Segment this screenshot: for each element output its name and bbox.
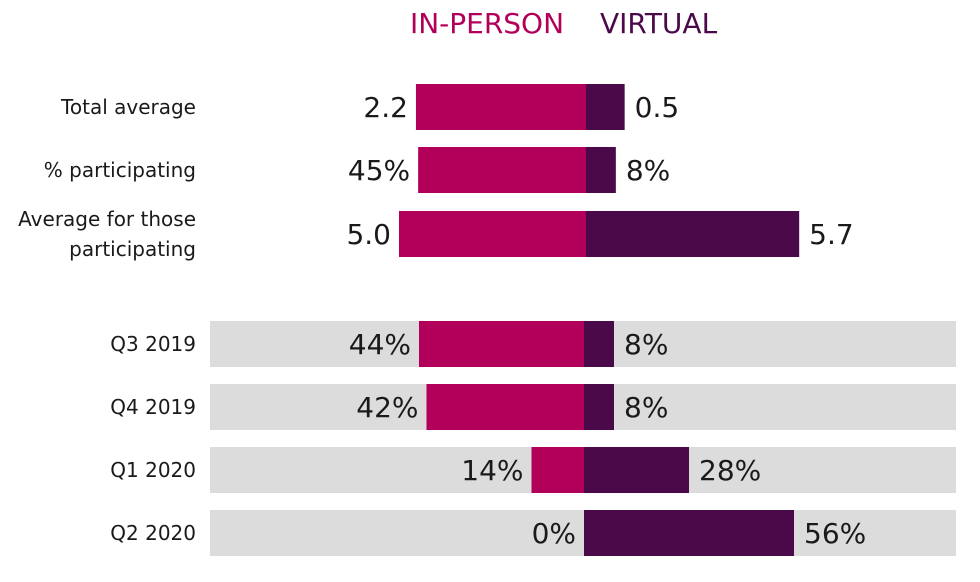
legend: IN-PERSON VIRTUAL [410,7,718,40]
bar-in-person-participating [418,147,586,193]
category-label-total-average: Total average [60,95,196,119]
bar-in-person-average-for-those-participating [399,211,586,257]
legend-in-person: IN-PERSON [410,7,564,40]
value-label-virtual-q2-2020: 56% [804,517,866,550]
category-label-participating: % participating [44,158,196,182]
value-label-in-person-participating: 45% [348,154,410,187]
value-label-in-person-average-for-those-participating: 5.0 [346,218,391,251]
bar-virtual-total-average [586,84,625,130]
bar-in-person-q1-2020 [531,447,584,493]
bar-in-person-q4-2019 [426,384,584,430]
category-label-q4-2019: Q4 2019 [110,395,196,419]
value-label-virtual-q1-2020: 28% [699,454,761,487]
category-label-q3-2019: Q3 2019 [110,332,196,356]
legend-virtual: VIRTUAL [600,7,718,40]
value-label-in-person-q4-2019: 42% [356,391,418,424]
value-label-in-person-total-average: 2.2 [363,91,408,124]
bar-virtual-average-for-those-participating [586,211,800,257]
value-label-in-person-q1-2020: 14% [461,454,523,487]
labels: Total average 2.2 0.5 % participating 45% 8% A… [18,91,866,550]
value-label-virtual-participating: 8% [626,154,670,187]
bar-in-person-total-average [415,84,586,130]
bar-virtual-q3-2019 [584,321,614,367]
bar-virtual-q2-2020 [584,510,794,556]
bar-virtual-q1-2020 [584,447,689,493]
category-label-average-for-those-participating-line-2: participating [69,237,196,261]
bar-in-person-q3-2019 [419,321,584,367]
value-label-in-person-q2-2020: 0% [532,517,576,550]
bars [399,84,800,556]
bar-virtual-q4-2019 [584,384,614,430]
value-label-in-person-q3-2019: 44% [349,328,411,361]
value-label-virtual-total-average: 0.5 [635,91,680,124]
bar-virtual-participating [586,147,616,193]
value-label-virtual-q4-2019: 8% [624,391,668,424]
band-q2-2020 [210,510,956,556]
value-label-virtual-average-for-those-participating: 5.7 [809,218,854,251]
category-label-q2-2020: Q2 2020 [110,521,196,545]
category-label-average-for-those-participating-line-1: Average for those [18,207,196,231]
category-label-q1-2020: Q1 2020 [110,458,196,482]
value-label-virtual-q3-2019: 8% [624,328,668,361]
